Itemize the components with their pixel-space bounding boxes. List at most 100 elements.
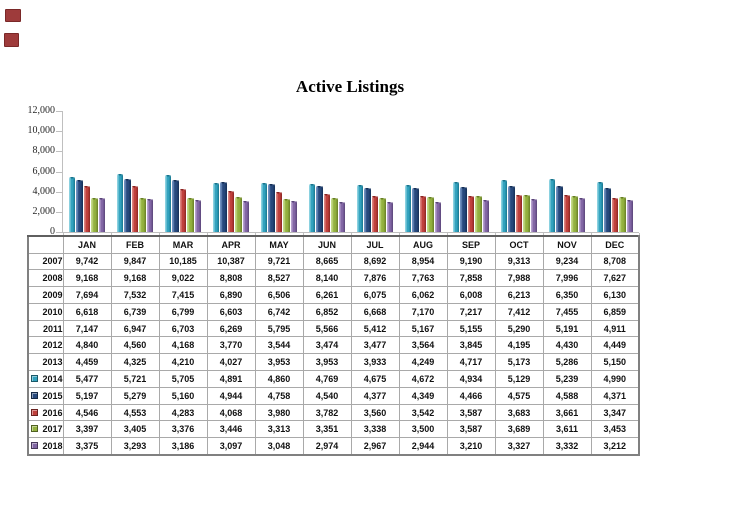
table-row-2010: 2010 6,618 6,739 6,799 6,603 6,742 6,852 6,668 7… [27, 302, 640, 321]
bar-2016-jan [83, 186, 91, 232]
data-table: JAN FEB MAR APR MAY JUN JUL AUG SEP OCT NOV DEC 200… [27, 235, 640, 456]
cell-2015-mar: 5,160 [158, 386, 208, 405]
bar-2015-dec [604, 187, 611, 232]
bar-2014-jun [309, 183, 316, 232]
bar-2018-feb [146, 198, 153, 232]
cell-2008-may: 8,527 [254, 269, 304, 288]
table-header-row: JAN FEB MAR APR MAY JUN JUL AUG SEP OCT NOV DEC [27, 235, 640, 254]
cell-2008-dec: 7,627 [590, 269, 640, 288]
cell-2017-jul: 3,338 [350, 420, 400, 439]
bar-2015-jun [316, 186, 323, 232]
cell-2017-feb: 3,405 [110, 420, 160, 439]
cell-2009-aug: 6,062 [398, 286, 448, 304]
cell-2011-jan: 7,147 [62, 319, 112, 338]
bar-2017-aug [427, 196, 434, 232]
cell-2012-may: 3,544 [254, 336, 304, 355]
bar-group-may [255, 111, 303, 232]
cell-2018-may: 3,048 [254, 437, 304, 456]
cell-2008-feb: 9,168 [110, 269, 160, 288]
table-row-2013: 2013 4,459 4,325 4,210 4,027 3,953 3,953 3,933 4… [27, 353, 640, 372]
cell-2015-jun: 4,540 [302, 386, 352, 405]
bar-2014-nov [549, 179, 556, 232]
cell-2015-nov: 4,588 [542, 386, 592, 405]
chart-title: Active Listings [295, 77, 405, 96]
cell-2017-oct: 3,689 [494, 420, 544, 439]
bar-group-jun [303, 111, 351, 232]
y-axis-tick [56, 151, 62, 153]
cell-2007-nov: 9,234 [542, 252, 592, 271]
cell-2015-dec: 4,371 [590, 386, 640, 405]
cell-2009-may: 6,506 [254, 286, 304, 304]
cell-2013-apr: 4,027 [206, 353, 256, 372]
table-row-2007: 2007 9,742 9,847 10,185 10,387 9,721 8,665 8,69… [27, 252, 640, 271]
plot-area [62, 111, 640, 237]
bar-2017-jul [379, 198, 386, 232]
bar-2014-jul [357, 184, 364, 232]
bar-2014-jan [69, 176, 76, 232]
table-row-2017: 2017 3,397 3,405 3,376 3,446 3,313 3,351 3,338 3… [27, 420, 640, 439]
cell-2008-mar: 9,022 [158, 269, 208, 288]
bar-2018-may [290, 201, 297, 232]
cell-2011-jul: 5,412 [350, 319, 400, 338]
legend-key-2016 [31, 408, 38, 416]
cell-2009-jan: 7,694 [62, 286, 112, 304]
cell-2018-oct: 3,327 [494, 437, 544, 456]
cell-2011-nov: 5,191 [542, 319, 592, 338]
cell-2008-oct: 7,988 [494, 269, 544, 288]
cell-2010-sep: 7,217 [446, 302, 496, 321]
cell-2014-mar: 5,705 [158, 370, 208, 388]
cell-2007-aug: 8,954 [398, 252, 448, 271]
cell-2010-feb: 6,739 [110, 302, 160, 321]
cell-2015-aug: 4,349 [398, 386, 448, 405]
cell-2011-sep: 5,155 [446, 319, 496, 338]
y-axis-label: 12,000 [27, 105, 56, 116]
cell-2016-sep: 3,587 [446, 403, 496, 422]
cell-2017-sep: 3,587 [446, 420, 496, 439]
bar-2015-sep [460, 187, 467, 232]
year-cell-2017: 2017 [27, 420, 64, 439]
cell-2012-jul: 3,477 [350, 336, 400, 355]
corner-cell [27, 235, 64, 254]
bar-2018-jan [98, 198, 105, 232]
cell-2013-jan: 4,459 [62, 353, 112, 372]
legend-key-2014 [31, 374, 38, 382]
bar-2017-may [283, 198, 290, 232]
cell-2011-jun: 5,566 [302, 319, 352, 338]
cell-2009-apr: 6,890 [206, 286, 256, 304]
cell-2016-jan: 4,546 [62, 403, 112, 422]
cell-2015-sep: 4,466 [446, 386, 496, 405]
y-axis-label: 10,000 [27, 125, 56, 137]
cell-2007-jun: 8,665 [302, 252, 352, 271]
bar-2018-oct [530, 198, 537, 232]
cell-2008-apr: 8,808 [206, 269, 256, 288]
cell-2012-oct: 4,195 [494, 336, 544, 355]
table-row-2012: 2012 4,840 4,560 4,168 3,770 3,544 3,474 3,477 3… [27, 336, 640, 355]
bar-2018-mar [194, 199, 201, 232]
cell-2010-mar: 6,799 [158, 302, 208, 321]
cell-2009-jul: 6,075 [350, 286, 400, 304]
bar-2014-sep [453, 182, 460, 232]
cell-2017-may: 3,313 [254, 420, 304, 439]
year-cell-2011: 2011 [27, 319, 64, 338]
cell-2010-aug: 7,170 [398, 302, 448, 321]
cell-2017-dec: 3,453 [590, 420, 640, 439]
y-axis-label: 8,000 [32, 145, 56, 157]
cell-2014-jul: 4,675 [350, 370, 400, 388]
cell-2012-dec: 4,449 [590, 336, 640, 355]
month-header-jan: JAN [62, 235, 112, 254]
month-header-apr: APR [206, 235, 256, 254]
bar-2016-oct [515, 194, 523, 232]
bar-2016-sep [467, 195, 475, 232]
bar-2015-aug [412, 188, 419, 232]
bar-2018-sep [482, 199, 489, 232]
cell-2009-jun: 6,261 [302, 286, 352, 304]
cell-2018-sep: 3,210 [446, 437, 496, 456]
table-row-2014: 2014 5,477 5,721 5,705 4,891 4,860 4,769 4,675 4… [27, 370, 640, 388]
y-axis-label: 0 [50, 226, 55, 237]
y-axis-tick [56, 232, 62, 233]
cell-2016-may: 3,980 [254, 403, 304, 422]
month-header-oct: OCT [494, 235, 544, 254]
cell-2011-may: 5,795 [254, 319, 304, 338]
cell-2018-mar: 3,186 [158, 437, 208, 456]
y-axis-tick [56, 211, 62, 213]
